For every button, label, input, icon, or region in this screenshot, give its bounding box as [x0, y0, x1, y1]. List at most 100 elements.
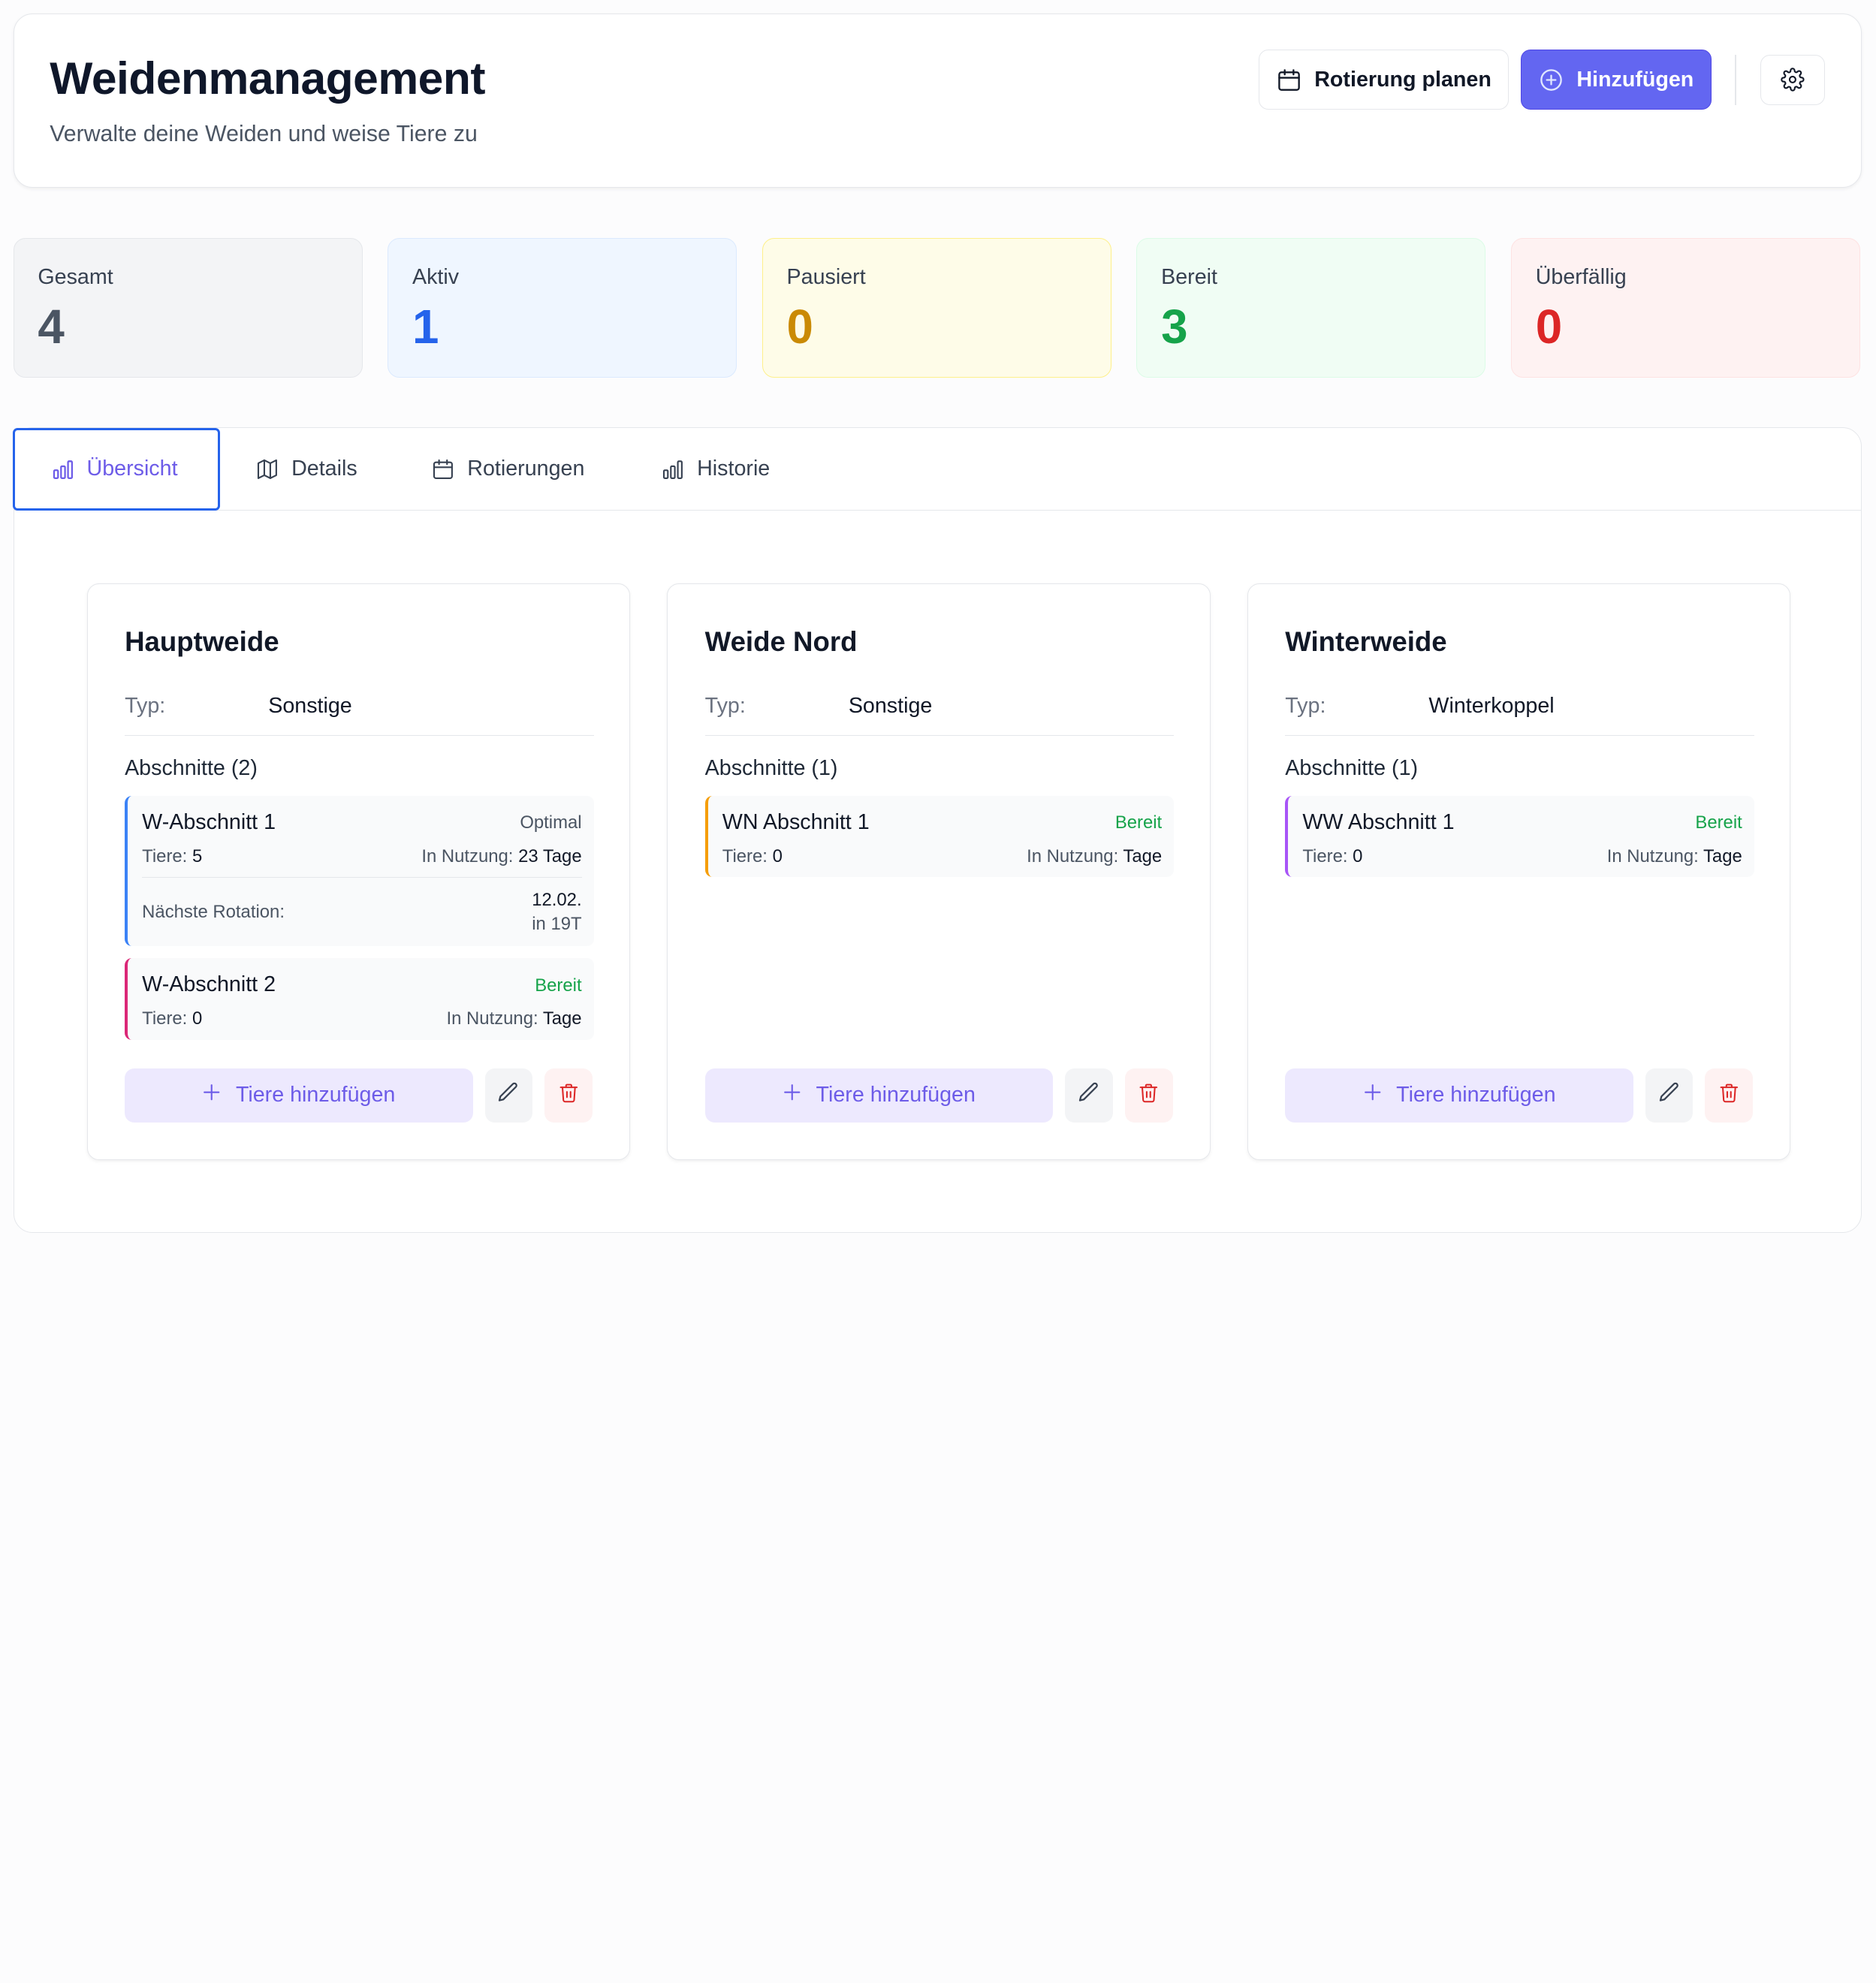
delete-button[interactable] [1705, 1068, 1754, 1123]
header-actions: Rotierung planen Hinzufügen [1258, 50, 1825, 110]
plus-circle-icon [1538, 67, 1564, 93]
type-value: Sonstige [268, 694, 352, 719]
edit-button[interactable] [484, 1068, 533, 1123]
section-item[interactable]: WW Abschnitt 1 Bereit Tiere: 0 In Nutzun… [1285, 795, 1754, 878]
map-icon [255, 457, 279, 481]
type-label: Typ: [704, 694, 746, 719]
page-subtitle: Verwalte deine Weiden und weise Tiere zu [50, 121, 478, 146]
tab-label: Details [291, 457, 357, 481]
pasture-name: Winterweide [1285, 625, 1447, 657]
plan-rotation-label: Rotierung planen [1314, 67, 1491, 92]
main-panel: Übersicht Details Rotierungen Historie [12, 426, 1862, 1234]
header-divider [1735, 54, 1737, 105]
section-usage: In Nutzung: Tage [1606, 845, 1742, 866]
pencil-icon [496, 1080, 520, 1110]
stat-overdue: Überfällig 0 [1510, 238, 1860, 378]
next-rotation-date: 12.02. [532, 889, 582, 910]
pasture-cards: Hauptweide Typ: Sonstige Abschnitte (2) … [86, 583, 1791, 1160]
stat-total: Gesamt 4 [13, 238, 363, 378]
pasture-name: Weide Nord [704, 625, 858, 657]
tab-rotations[interactable]: Rotierungen [431, 428, 584, 511]
tab-history[interactable]: Historie [661, 428, 770, 511]
add-pasture-button[interactable]: Hinzufügen [1521, 50, 1712, 110]
type-row: Typ: Sonstige [704, 694, 1175, 737]
edit-button[interactable] [1645, 1068, 1694, 1123]
stat-label: Aktiv [412, 265, 460, 290]
tab-label: Historie [697, 457, 771, 481]
stat-value: 4 [38, 299, 65, 354]
bar-chart-icon [51, 457, 75, 481]
sections-heading: Abschnitte (1) [1285, 756, 1419, 781]
sections-heading: Abschnitte (2) [125, 756, 258, 781]
type-value: Sonstige [848, 694, 933, 719]
section-animals: Tiere: 0 [722, 845, 783, 866]
stat-ready: Bereit 3 [1136, 238, 1486, 378]
stat-label: Pausiert [786, 265, 866, 290]
gear-icon [1781, 68, 1805, 92]
pasture-card: Winterweide Typ: Winterkoppel Abschnitte… [1247, 583, 1791, 1160]
stats-row: Gesamt 4 Aktiv 1 Pausiert 0 Bereit 3 Übe… [13, 238, 1860, 378]
edit-button[interactable] [1065, 1068, 1113, 1123]
calendar-icon [1276, 67, 1302, 93]
section-animals: Tiere: 0 [142, 1008, 203, 1029]
add-animals-label: Tiere hinzufügen [235, 1083, 396, 1108]
sections-list: WW Abschnitt 1 Bereit Tiere: 0 In Nutzun… [1285, 795, 1754, 878]
section-item[interactable]: WN Abschnitt 1 Bereit Tiere: 0 In Nutzun… [704, 795, 1175, 878]
page: Weidenmanagement Verwalte deine Weiden u… [12, 13, 1862, 1234]
card-actions: Tiere hinzufügen [125, 1068, 593, 1123]
pasture-card: Weide Nord Typ: Sonstige Abschnitte (1) … [667, 583, 1211, 1160]
stat-label: Bereit [1161, 265, 1217, 290]
plan-rotation-button[interactable]: Rotierung planen [1258, 50, 1510, 110]
tab-label: Rotierungen [467, 457, 585, 481]
type-label: Typ: [125, 694, 166, 719]
section-item[interactable]: W-Abschnitt 2 Bereit Tiere: 0 In Nutzung… [125, 958, 594, 1040]
add-animals-button[interactable]: Tiere hinzufügen [125, 1068, 473, 1123]
tab-bar: Übersicht Details Rotierungen Historie [12, 427, 1861, 511]
pencil-icon [1077, 1080, 1101, 1110]
stat-active: Aktiv 1 [388, 238, 737, 378]
add-animals-button[interactable]: Tiere hinzufügen [704, 1068, 1054, 1123]
pencil-icon [1657, 1080, 1681, 1110]
type-row: Typ: Sonstige [125, 694, 594, 737]
section-status: Bereit [1695, 812, 1742, 833]
type-value: Winterkoppel [1428, 694, 1555, 719]
section-status: Bereit [1114, 812, 1163, 833]
delete-button[interactable] [1124, 1068, 1173, 1123]
add-animals-button[interactable]: Tiere hinzufügen [1285, 1068, 1633, 1123]
tab-label: Übersicht [86, 457, 178, 481]
section-usage: In Nutzung: Tage [1027, 845, 1163, 866]
next-rotation-row: Nächste Rotation: 12.02. in 19T [142, 877, 582, 946]
stat-paused: Pausiert 0 [762, 238, 1111, 378]
sections-list: W-Abschnitt 1 Optimal Tiere: 5 In Nutzun… [125, 795, 594, 1040]
stat-label: Überfällig [1535, 265, 1627, 290]
sections-heading: Abschnitte (1) [704, 756, 838, 781]
page-header: Weidenmanagement Verwalte deine Weiden u… [13, 13, 1862, 188]
add-pasture-label: Hinzufügen [1576, 67, 1694, 92]
stat-value: 3 [1161, 299, 1188, 354]
add-animals-label: Tiere hinzufügen [1396, 1083, 1556, 1108]
tab-details[interactable]: Details [255, 428, 357, 511]
calendar-icon [431, 457, 455, 481]
pasture-card: Hauptweide Typ: Sonstige Abschnitte (2) … [86, 583, 630, 1160]
card-actions: Tiere hinzufügen [1285, 1068, 1754, 1123]
next-rotation-in: in 19T [532, 913, 582, 934]
section-status: Bereit [535, 975, 582, 996]
section-status: Optimal [520, 812, 582, 833]
section-name: W-Abschnitt 2 [142, 972, 276, 997]
section-name: WN Abschnitt 1 [722, 809, 870, 834]
tab-overview[interactable]: Übersicht [12, 427, 220, 511]
section-name: WW Abschnitt 1 [1302, 809, 1455, 834]
section-name: W-Abschnitt 1 [142, 809, 276, 834]
delete-button[interactable] [544, 1068, 593, 1123]
bar-chart-icon [661, 457, 685, 481]
trash-icon [558, 1082, 580, 1109]
plus-icon [202, 1083, 221, 1108]
page-title: Weidenmanagement [50, 53, 486, 104]
card-actions: Tiere hinzufügen [704, 1068, 1173, 1123]
settings-button[interactable] [1760, 54, 1825, 105]
next-rotation-label: Nächste Rotation: [142, 901, 285, 922]
plus-icon [783, 1083, 801, 1108]
section-item[interactable]: W-Abschnitt 1 Optimal Tiere: 5 In Nutzun… [125, 795, 594, 947]
trash-icon [1138, 1082, 1160, 1109]
type-label: Typ: [1285, 694, 1326, 719]
